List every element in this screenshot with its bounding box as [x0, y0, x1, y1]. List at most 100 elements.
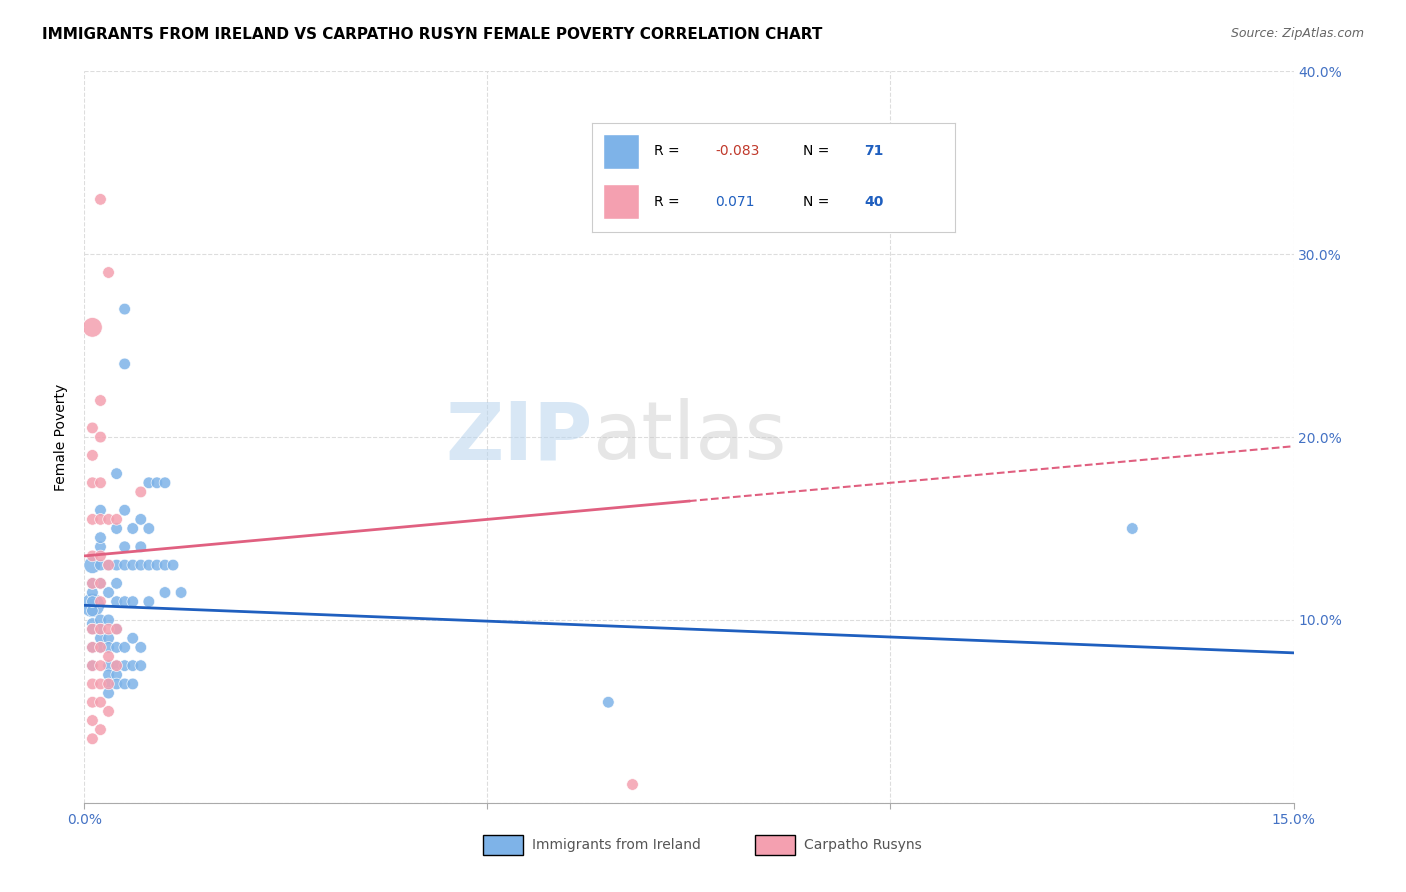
Point — [82, 448, 104, 462]
Point — [82, 421, 104, 435]
Point — [105, 677, 128, 691]
Point — [97, 613, 120, 627]
Point — [129, 512, 152, 526]
Point — [153, 585, 176, 599]
Point — [89, 512, 111, 526]
FancyBboxPatch shape — [484, 835, 523, 855]
Point — [138, 475, 160, 490]
Point — [105, 640, 128, 655]
Point — [82, 594, 104, 608]
Point — [82, 622, 104, 636]
Point — [97, 558, 120, 573]
Point — [82, 731, 104, 746]
Point — [121, 594, 143, 608]
Point — [97, 649, 120, 664]
Point — [105, 658, 128, 673]
Point — [97, 632, 120, 646]
Point — [121, 632, 143, 646]
Point — [621, 778, 644, 792]
Point — [82, 640, 104, 655]
Point — [89, 632, 111, 646]
Point — [105, 467, 128, 481]
Text: IMMIGRANTS FROM IRELAND VS CARPATHO RUSYN FEMALE POVERTY CORRELATION CHART: IMMIGRANTS FROM IRELAND VS CARPATHO RUSY… — [42, 27, 823, 42]
Point — [82, 558, 104, 573]
Point — [89, 576, 111, 591]
Point — [105, 658, 128, 673]
Point — [138, 558, 160, 573]
Point — [105, 512, 128, 526]
Point — [82, 475, 104, 490]
Point — [105, 594, 128, 608]
Text: Carpatho Rusyns: Carpatho Rusyns — [804, 838, 921, 852]
Point — [97, 677, 120, 691]
Point — [162, 558, 184, 573]
Point — [121, 658, 143, 673]
Point — [138, 521, 160, 535]
Point — [89, 192, 111, 206]
Point — [114, 301, 136, 317]
Point — [97, 512, 120, 526]
FancyBboxPatch shape — [755, 835, 796, 855]
Point — [153, 558, 176, 573]
Point — [82, 714, 104, 728]
Point — [82, 658, 104, 673]
Text: Immigrants from Ireland: Immigrants from Ireland — [531, 838, 700, 852]
Point — [97, 658, 120, 673]
Point — [153, 475, 176, 490]
Point — [89, 640, 111, 655]
Point — [598, 695, 620, 709]
Point — [89, 640, 111, 655]
Point — [82, 576, 104, 591]
Point — [114, 677, 136, 691]
Point — [97, 667, 120, 681]
Point — [129, 640, 152, 655]
Point — [89, 613, 111, 627]
Point — [114, 594, 136, 608]
Point — [105, 622, 128, 636]
Point — [89, 622, 111, 636]
Point — [105, 521, 128, 535]
Point — [89, 622, 111, 636]
Point — [89, 540, 111, 554]
Point — [146, 475, 169, 490]
Point — [82, 616, 104, 631]
Point — [82, 576, 104, 591]
Point — [82, 658, 104, 673]
Point — [82, 549, 104, 563]
Point — [89, 475, 111, 490]
Point — [82, 622, 104, 636]
Point — [105, 667, 128, 681]
Point — [97, 677, 120, 691]
Point — [89, 695, 111, 709]
Point — [105, 576, 128, 591]
Point — [82, 640, 104, 655]
Point — [82, 604, 104, 618]
Point — [97, 558, 120, 573]
Point — [129, 558, 152, 573]
Point — [97, 622, 120, 636]
Point — [97, 686, 120, 700]
Point — [82, 320, 104, 334]
Point — [146, 558, 169, 573]
Point — [89, 594, 111, 608]
Point — [89, 576, 111, 591]
Point — [82, 677, 104, 691]
Y-axis label: Female Poverty: Female Poverty — [55, 384, 69, 491]
Point — [114, 658, 136, 673]
Point — [121, 677, 143, 691]
Point — [170, 585, 193, 599]
Point — [97, 585, 120, 599]
Point — [82, 695, 104, 709]
Point — [89, 677, 111, 691]
Point — [97, 705, 120, 719]
Point — [129, 485, 152, 500]
Point — [114, 503, 136, 517]
Point — [105, 622, 128, 636]
Point — [1121, 521, 1143, 535]
Point — [138, 594, 160, 608]
Point — [89, 430, 111, 444]
Point — [121, 521, 143, 535]
Point — [89, 558, 111, 573]
Point — [89, 531, 111, 545]
Point — [114, 357, 136, 371]
